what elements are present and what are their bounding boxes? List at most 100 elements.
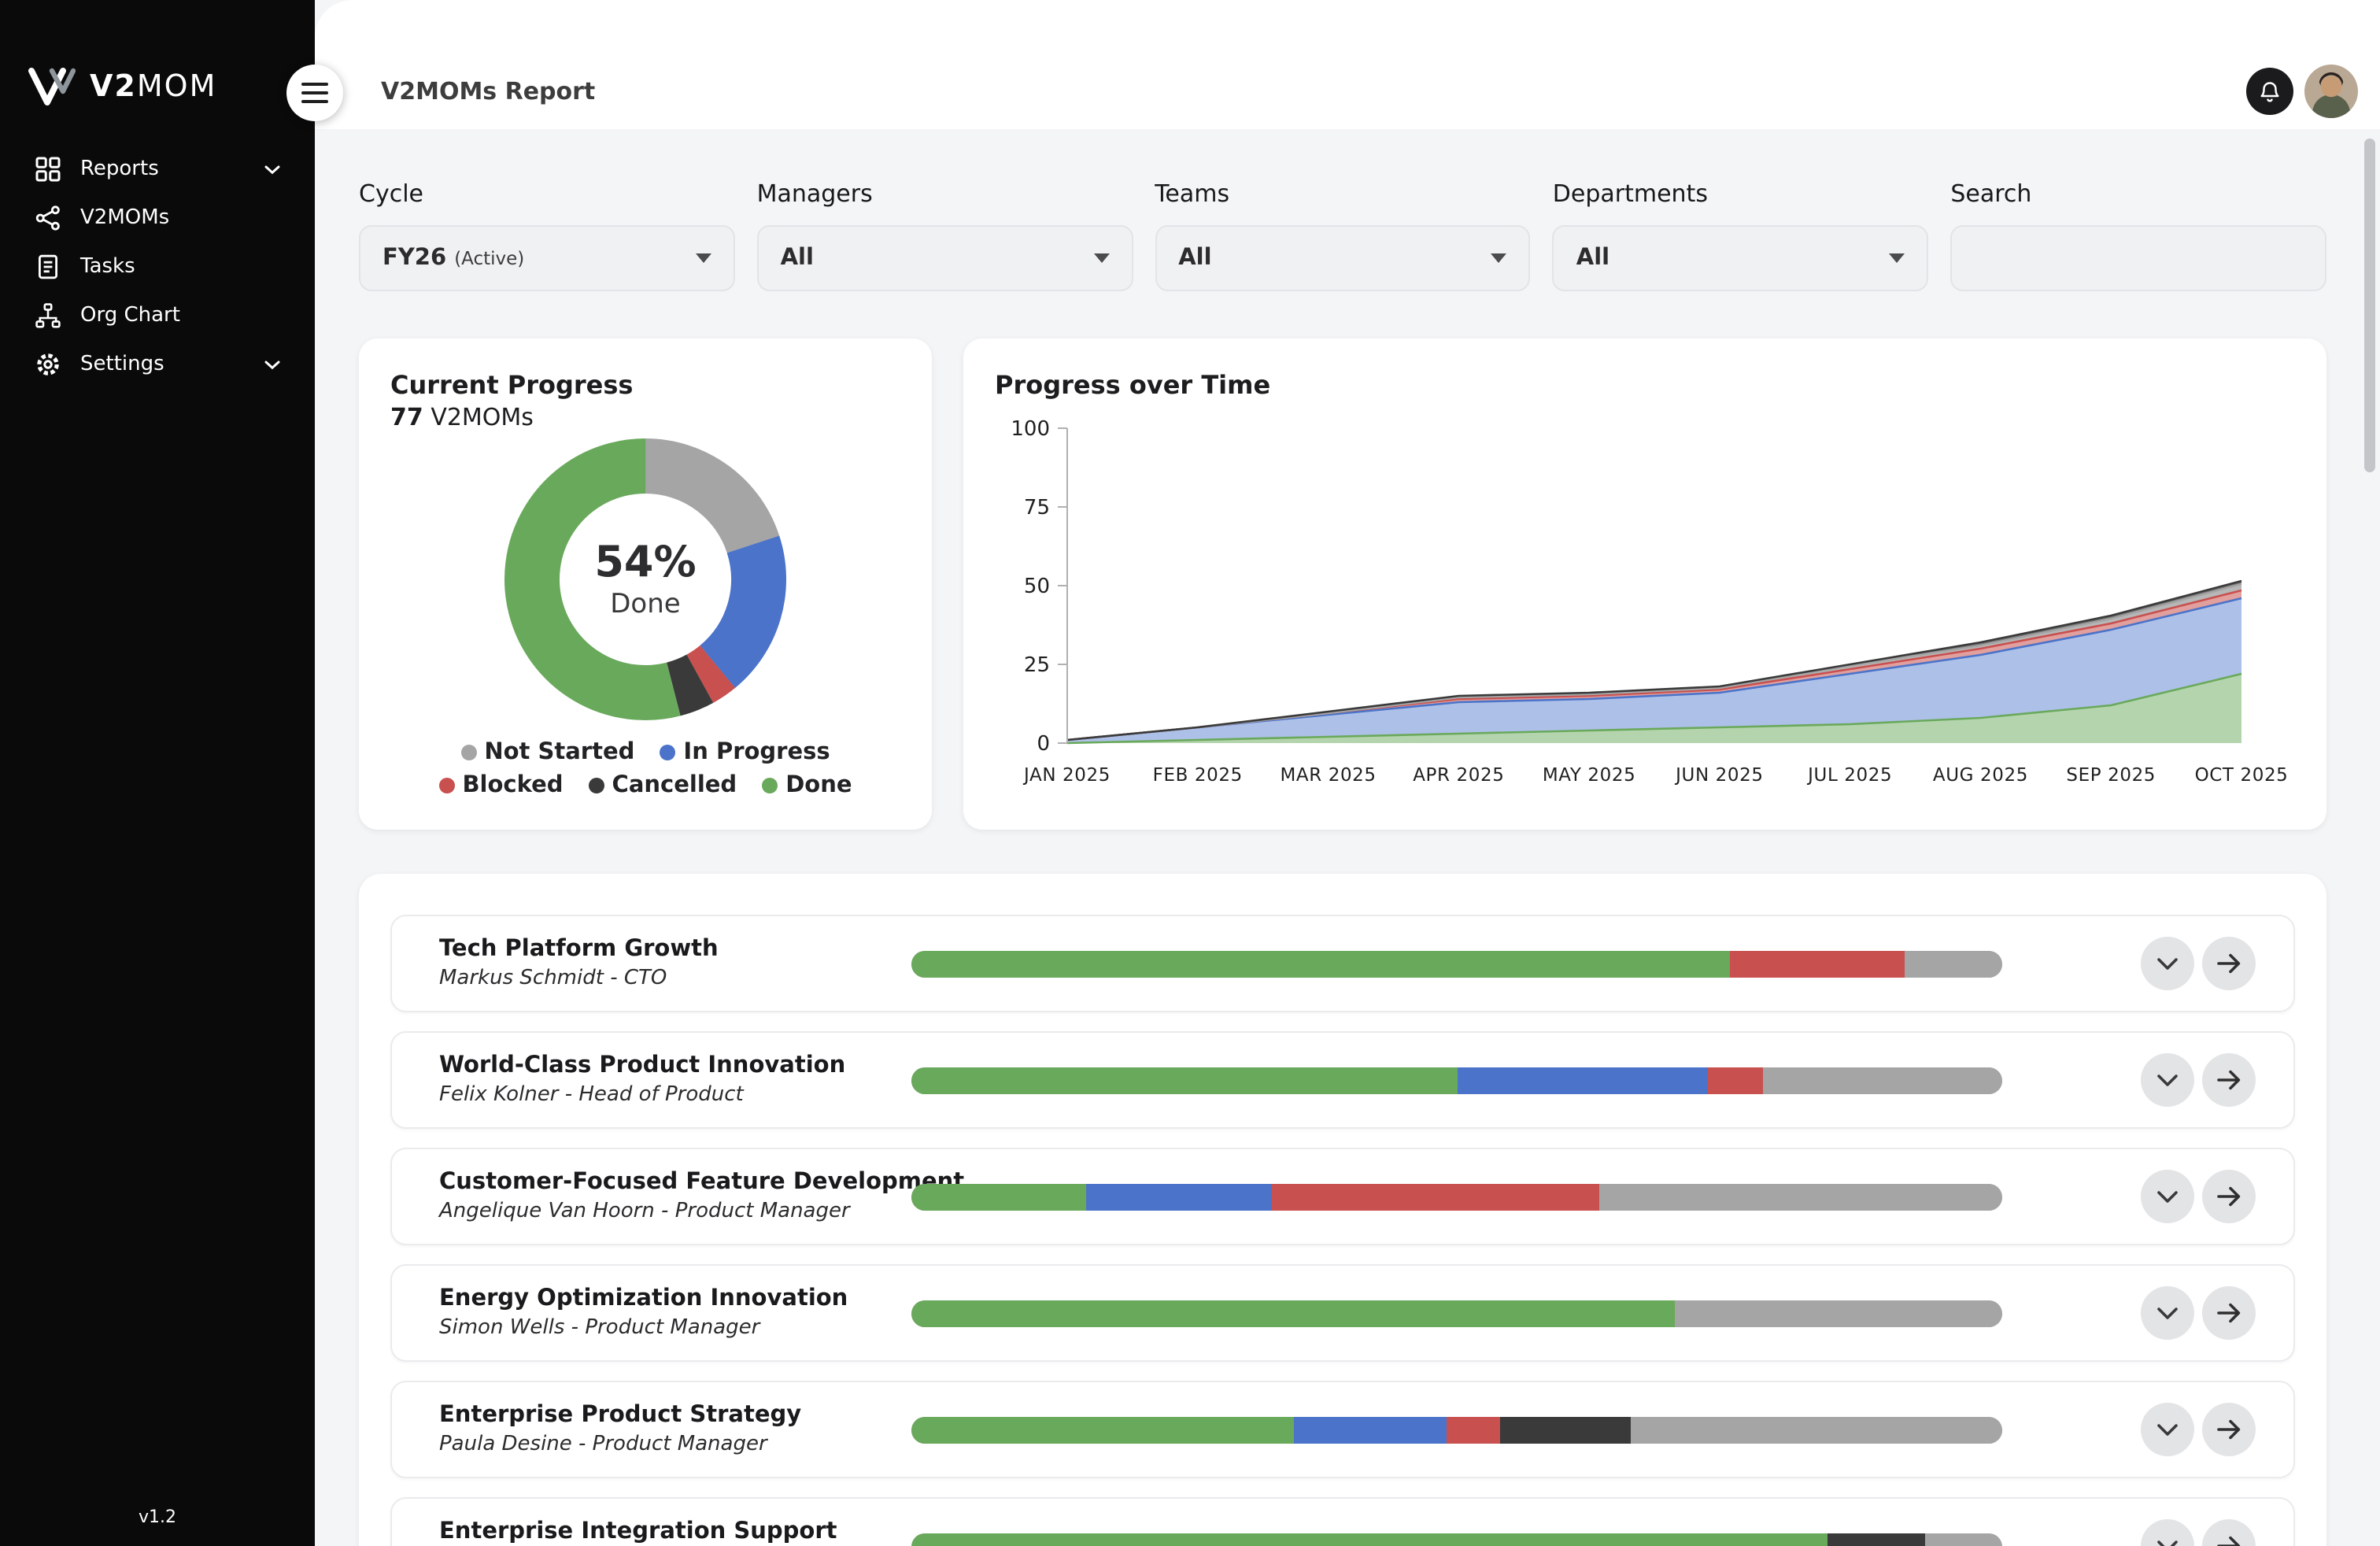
expand-row-button[interactable]	[2141, 937, 2194, 990]
sidebar-item-org-chart[interactable]: Org Chart	[0, 291, 315, 340]
progress-segment-done	[911, 1067, 1457, 1093]
svg-text:FEB 2025: FEB 2025	[1153, 765, 1243, 786]
legend-dot	[438, 778, 455, 793]
avatar-image	[2304, 65, 2358, 118]
filter-cycle: Cycle FY26 (Active)	[359, 179, 735, 291]
open-row-button[interactable]	[2202, 937, 2256, 990]
sidebar-item-label: Reports	[80, 157, 159, 181]
progress-segment-done	[911, 1183, 1086, 1210]
caret-down-icon	[1093, 253, 1110, 263]
open-row-button[interactable]	[2202, 1286, 2256, 1340]
legend-label: Blocked	[462, 773, 564, 798]
legend-label: Cancelled	[612, 773, 737, 798]
progress-segment-blocked	[1729, 950, 1905, 977]
v2mom-row-actions	[2141, 1053, 2256, 1107]
notifications-button[interactable]	[2246, 68, 2293, 115]
cycle-select[interactable]: FY26 (Active)	[359, 225, 735, 291]
svg-text:MAY 2025: MAY 2025	[1543, 765, 1636, 786]
chevron-down-icon	[2157, 1190, 2178, 1202]
donut-center: 54% Done	[504, 438, 787, 721]
expand-row-button[interactable]	[2141, 1053, 2194, 1107]
expand-row-button[interactable]	[2141, 1170, 2194, 1223]
open-row-button[interactable]	[2202, 1053, 2256, 1107]
donut-chart: 54% Done	[504, 438, 787, 721]
svg-text:JAN 2025: JAN 2025	[1022, 765, 1111, 786]
v2mom-title: Customer-Focused Feature Development	[439, 1170, 965, 1195]
progress-segment-in_progress	[1085, 1183, 1272, 1210]
svg-text:JUN 2025: JUN 2025	[1674, 765, 1763, 786]
progress-over-time-card: Progress over Time 0 25 50 75 100 JAN 2025 FEB…	[963, 338, 2326, 830]
cycle-value: FY26	[382, 246, 447, 271]
caret-down-icon	[695, 253, 711, 263]
card-title: Progress over Time	[995, 370, 1271, 400]
v2mom-owner: Markus Schmidt - CTO	[439, 967, 667, 990]
user-avatar[interactable]	[2304, 65, 2358, 118]
v2mom-row: Customer-Focused Feature Development Ang…	[390, 1148, 2295, 1245]
expand-row-button[interactable]	[2141, 1286, 2194, 1340]
v2mom-row-text: Energy Optimization Innovation Simon Wel…	[439, 1286, 911, 1340]
svg-text:50: 50	[1024, 575, 1050, 598]
progress-segment-cancelled	[1828, 1533, 1926, 1546]
v2mom-list-card: Tech Platform Growth Markus Schmidt - CT…	[359, 874, 2326, 1546]
scrollbar-thumb[interactable]	[2364, 139, 2375, 472]
svg-text:100: 100	[1011, 417, 1050, 441]
app-logo: V2MOM	[0, 0, 315, 107]
expand-row-button[interactable]	[2141, 1519, 2194, 1546]
arrow-right-icon	[2217, 1536, 2241, 1546]
menu-button[interactable]	[286, 65, 343, 121]
svg-text:0: 0	[1037, 732, 1050, 756]
progress-segment-done	[911, 1416, 1294, 1443]
v2mom-row-text: Enterprise Product Strategy Paula Desine…	[439, 1403, 911, 1456]
arrow-right-icon	[2217, 1186, 2241, 1207]
v2mom-title: Energy Optimization Innovation	[439, 1286, 848, 1311]
v2mom-owner: Paula Desine - Product Manager	[439, 1433, 767, 1456]
v2mom-row-actions	[2141, 1170, 2256, 1223]
donut-center-value: 54%	[594, 538, 697, 587]
v2mom-count-label: V2MOMs	[431, 403, 534, 431]
v2mom-progress-bar	[911, 950, 2002, 977]
v2mom-row-actions	[2141, 937, 2256, 990]
v2mom-owner: Simon Wells - Product Manager	[439, 1316, 760, 1340]
logo-icon	[28, 68, 76, 105]
teams-select[interactable]: All	[1155, 225, 1531, 291]
open-row-button[interactable]	[2202, 1170, 2256, 1223]
tasks-icon	[35, 253, 61, 280]
expand-row-button[interactable]	[2141, 1403, 2194, 1456]
v2mom-progress-bar	[911, 1067, 2002, 1093]
progress-segment-blocked	[1707, 1067, 1763, 1093]
progress-segment-done	[911, 1533, 1828, 1546]
legend-label: Done	[785, 773, 852, 798]
departments-select[interactable]: All	[1552, 225, 1929, 291]
svg-text:OCT 2025: OCT 2025	[2195, 765, 2289, 786]
sidebar-item-v2moms[interactable]: V2MOMs	[0, 194, 315, 242]
sidebar-nav: Reports V2MOMs Tasks Org Chart	[0, 145, 315, 389]
hamburger-icon	[301, 83, 328, 103]
legend-dot	[460, 745, 477, 760]
legend-item-not-started: Not Started	[460, 740, 634, 765]
departments-value: All	[1576, 246, 1610, 271]
legend-dot	[660, 745, 676, 760]
filters-row: Cycle FY26 (Active) Managers All Teams	[359, 179, 2326, 291]
open-row-button[interactable]	[2202, 1403, 2256, 1456]
filter-label: Managers	[756, 179, 873, 208]
caret-down-icon	[1889, 253, 1905, 263]
open-row-button[interactable]	[2202, 1519, 2256, 1546]
search-input[interactable]	[1950, 225, 2326, 291]
progress-segment-not_started	[1598, 1183, 2002, 1210]
v2mom-row-actions	[2141, 1403, 2256, 1456]
progress-segment-blocked	[1271, 1183, 1599, 1210]
v2mom-row: World-Class Product Innovation Felix Kol…	[390, 1031, 2295, 1129]
v2mom-list: Tech Platform Growth Markus Schmidt - CT…	[390, 915, 2295, 1546]
v2mom-row-text: Customer-Focused Feature Development Ang…	[439, 1170, 965, 1223]
sidebar-item-reports[interactable]: Reports	[0, 145, 315, 194]
v2mom-row: Energy Optimization Innovation Simon Wel…	[390, 1264, 2295, 1362]
chevron-down-icon	[264, 360, 280, 369]
v2mom-row-actions	[2141, 1519, 2256, 1546]
managers-select[interactable]: All	[756, 225, 1133, 291]
sidebar-item-tasks[interactable]: Tasks	[0, 242, 315, 291]
content: Cycle FY26 (Active) Managers All Teams	[315, 129, 2380, 1546]
v2mom-progress-bar	[911, 1416, 2002, 1443]
sidebar-item-settings[interactable]: Settings	[0, 340, 315, 389]
v2mom-row-text: Tech Platform Growth Markus Schmidt - CT…	[439, 937, 911, 990]
